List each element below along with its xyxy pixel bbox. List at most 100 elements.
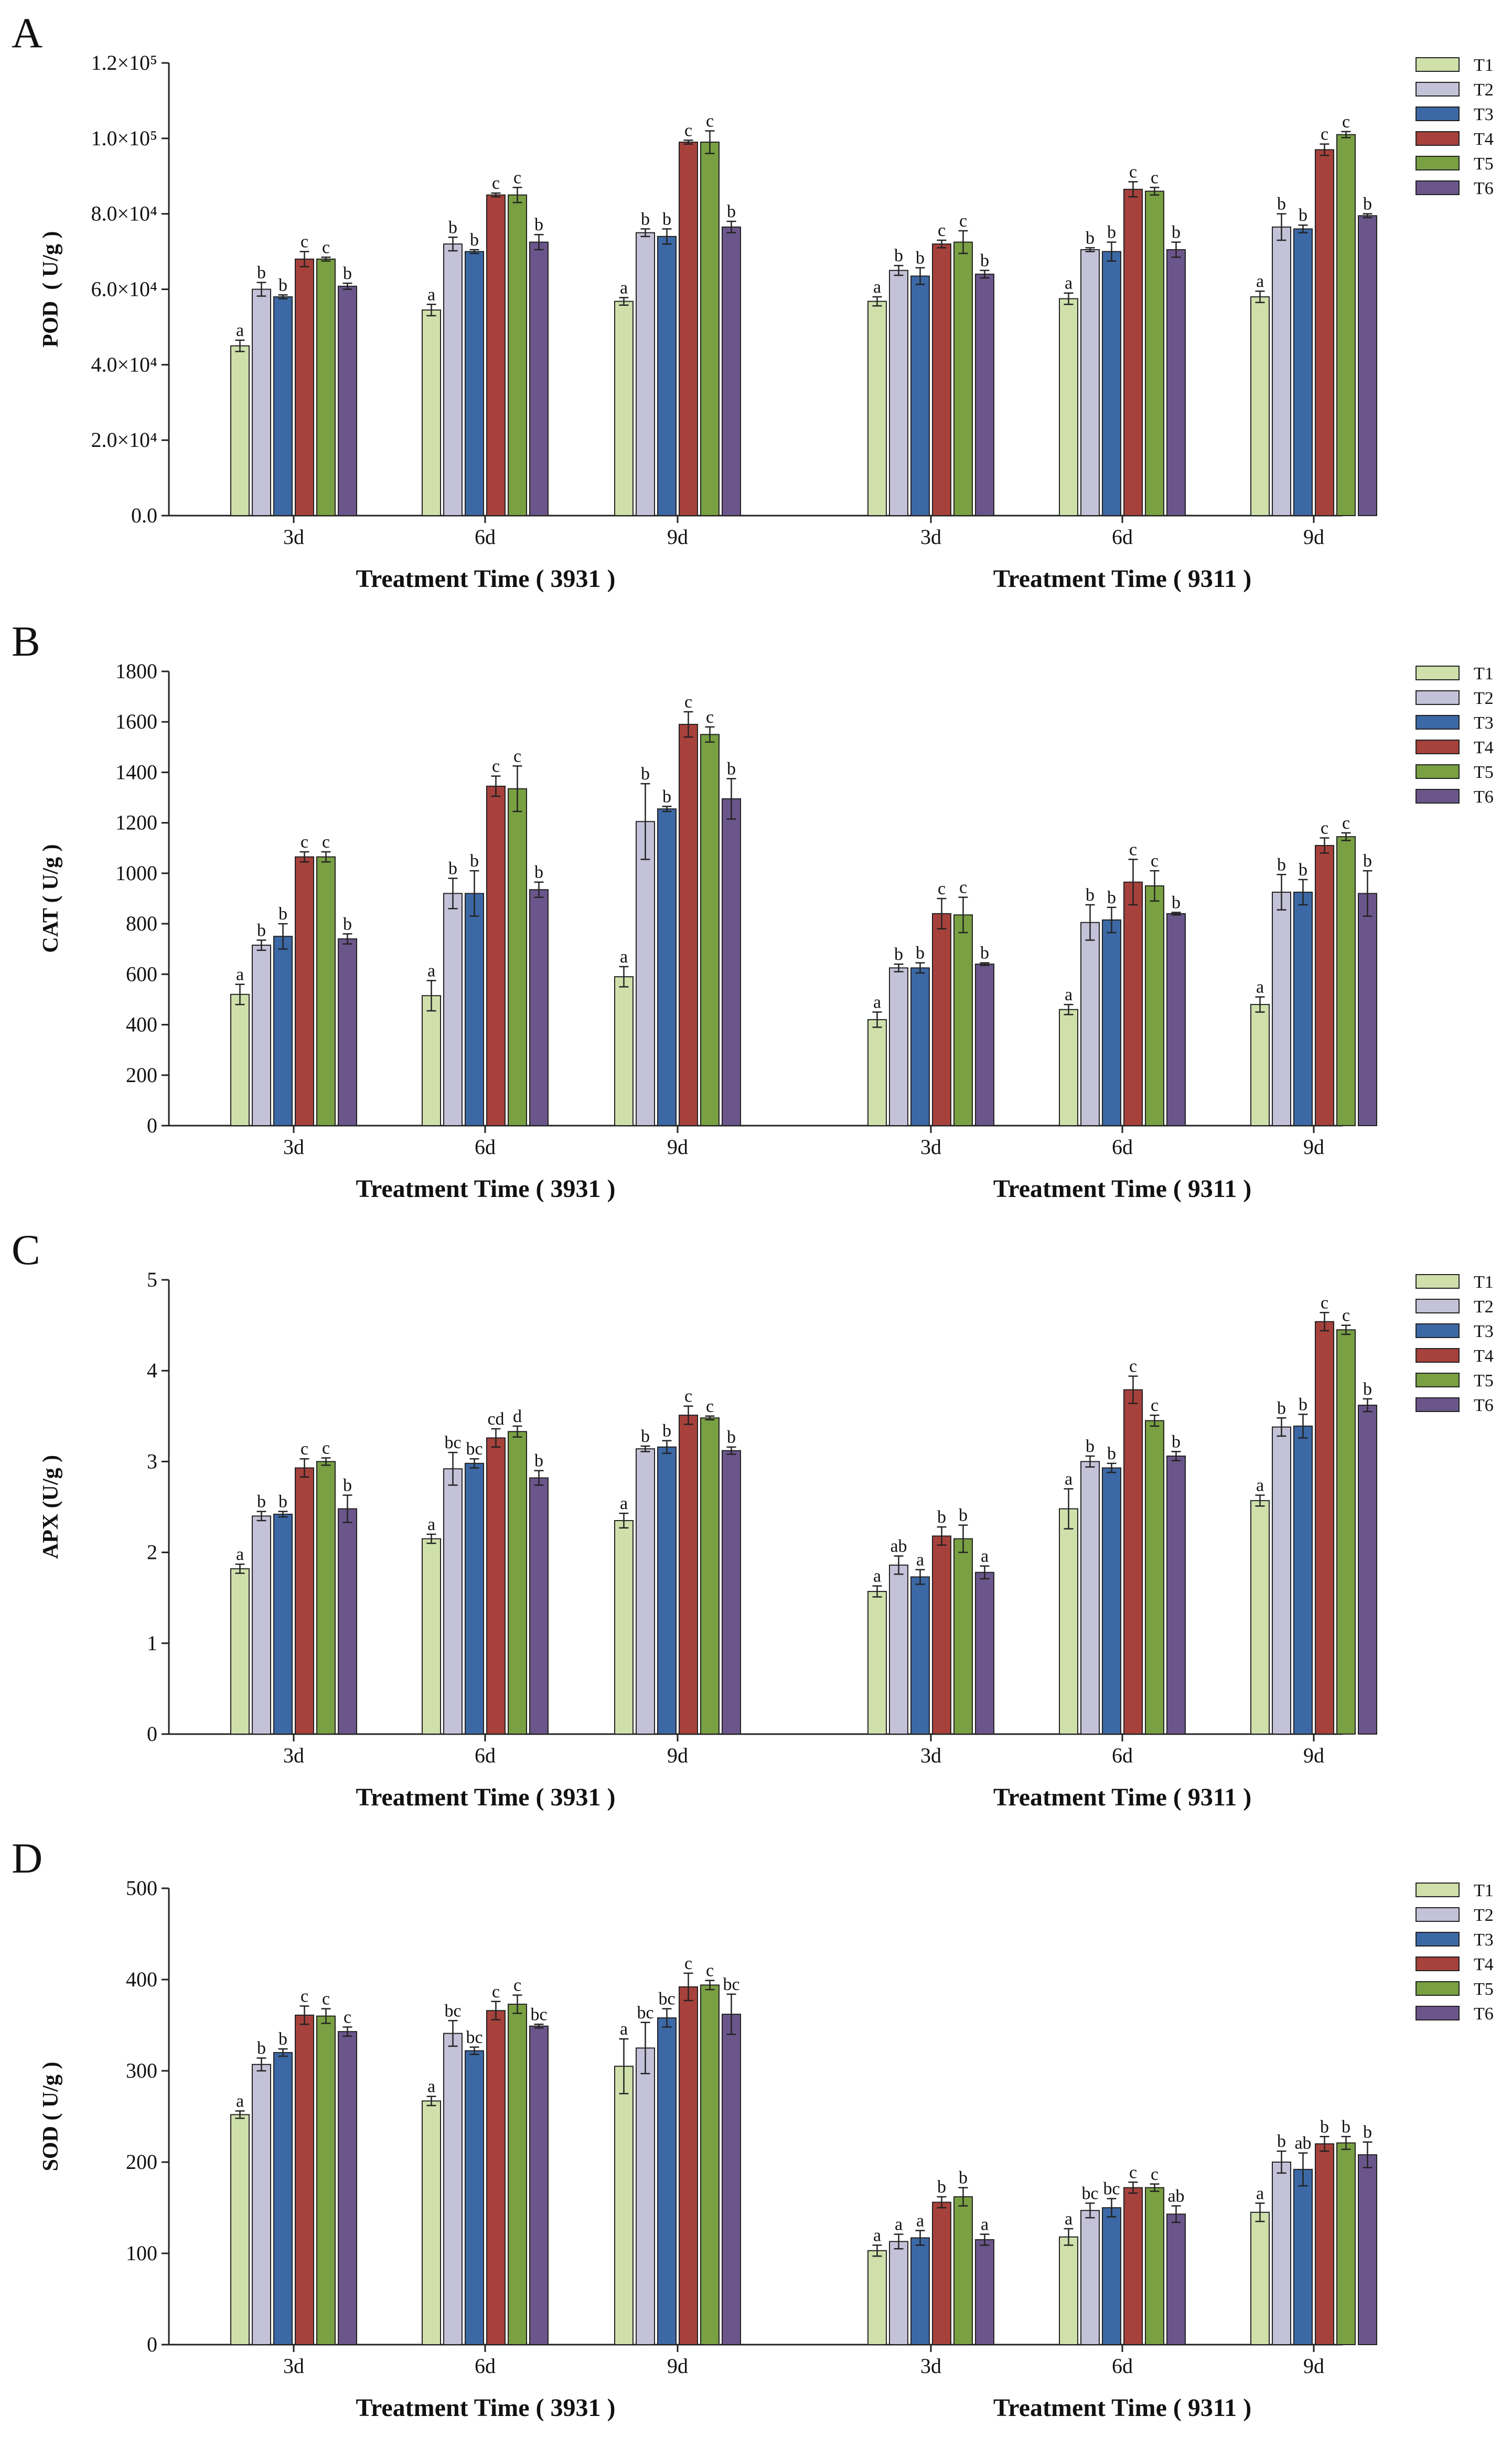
legend-label-t2: T2 xyxy=(1474,80,1494,100)
significance-label: b xyxy=(1172,893,1181,912)
x-tick-label: 6d xyxy=(475,2354,496,2378)
significance-label: c xyxy=(1151,851,1159,871)
x-tick-label: 3d xyxy=(920,1135,941,1159)
significance-label: a xyxy=(873,2226,881,2245)
significance-label: a xyxy=(620,1494,628,1513)
significance-label: b xyxy=(959,1506,968,1525)
significance-label: c xyxy=(938,221,946,240)
bar-t6 xyxy=(529,889,549,1127)
bar-t2 xyxy=(252,945,271,1127)
significance-label: c xyxy=(492,1982,500,2002)
significance-label: b xyxy=(1107,888,1116,907)
significance-label: a xyxy=(1065,274,1073,293)
legend-label-t3: T3 xyxy=(1474,1930,1494,1950)
bar-t5 xyxy=(508,1431,527,1735)
legend-label-t3: T3 xyxy=(1474,713,1494,733)
significance-label: b xyxy=(1299,860,1307,880)
bar-t5 xyxy=(953,914,973,1126)
bar-t5 xyxy=(316,856,336,1127)
bar-t6 xyxy=(1358,893,1377,1127)
legend-swatch-t1 xyxy=(1416,666,1460,680)
significance-label: c xyxy=(301,1986,308,2006)
bar-t4 xyxy=(295,1467,314,1735)
significance-label: a xyxy=(873,277,881,297)
bar-t3 xyxy=(273,936,293,1126)
bar-t2 xyxy=(889,1564,908,1735)
significance-label: b xyxy=(1299,206,1307,225)
significance-label: c xyxy=(322,238,330,257)
significance-label: b xyxy=(1363,195,1372,214)
legend-swatch-t1 xyxy=(1416,57,1460,72)
bar-t6 xyxy=(975,964,994,1126)
bar-t4 xyxy=(679,1986,698,2345)
bar-t5 xyxy=(508,2003,527,2345)
significance-label: b xyxy=(343,914,352,934)
bar-t2 xyxy=(636,2047,655,2345)
bar-t3 xyxy=(1102,1467,1121,1735)
bar-t1 xyxy=(422,2100,441,2345)
significance-label: c xyxy=(322,1438,330,1458)
x-tick-label: 9d xyxy=(667,1135,688,1159)
y-tick-label: 400 xyxy=(126,1967,157,1991)
bar-t1 xyxy=(1250,296,1270,517)
bar-t4 xyxy=(1123,1389,1143,1735)
significance-label: bc xyxy=(1081,2184,1098,2203)
bar-t3 xyxy=(465,251,484,516)
bar-t2 xyxy=(636,232,655,516)
bar-t2 xyxy=(889,967,908,1126)
significance-label: b xyxy=(278,904,287,924)
bar-t4 xyxy=(1315,2143,1334,2345)
y-tick-label: 0 xyxy=(147,1722,157,1746)
panel-letter-A: A xyxy=(12,9,42,57)
significance-label: c xyxy=(1342,1306,1350,1325)
bar-t3 xyxy=(1293,228,1313,516)
bar-t1 xyxy=(867,1019,887,1127)
significance-label: c xyxy=(706,1397,714,1416)
bar-t5 xyxy=(1336,2142,1356,2345)
significance-label: b xyxy=(727,1428,736,1447)
x-tick-label: 3d xyxy=(283,525,304,549)
bar-t3 xyxy=(657,1446,677,1735)
bar-t3 xyxy=(273,1513,293,1735)
bar-t1 xyxy=(867,2250,887,2345)
bar-t5 xyxy=(1145,190,1164,516)
bar-t1 xyxy=(614,2066,634,2346)
legend-label-t3: T3 xyxy=(1474,105,1494,124)
bar-t5 xyxy=(316,1461,336,1735)
bar-t6 xyxy=(529,2025,549,2345)
bar-t5 xyxy=(508,194,527,517)
bar-t6 xyxy=(529,241,549,516)
y-tick-label: 1.0×10⁵ xyxy=(91,126,157,150)
legend-label-t4: T4 xyxy=(1474,1346,1494,1366)
bar-t6 xyxy=(1358,1405,1377,1735)
significance-label: b xyxy=(1086,885,1095,905)
legend-swatch-t4 xyxy=(1416,740,1460,754)
significance-label: bc xyxy=(637,2003,653,2023)
significance-label: b xyxy=(1363,1380,1372,1399)
y-tick-label: 0.0 xyxy=(131,504,157,527)
legend-swatch-t2 xyxy=(1416,1907,1460,1922)
significance-label: a xyxy=(620,947,628,967)
significance-label: c xyxy=(513,168,521,187)
bar-t1 xyxy=(1250,1500,1270,1735)
significance-label: b xyxy=(959,2168,968,2188)
y-tick-label: 1000 xyxy=(115,861,157,885)
bar-t1 xyxy=(422,995,441,1126)
significance-label: b xyxy=(1172,223,1181,242)
legend-label-t1: T1 xyxy=(1474,56,1494,75)
y-tick-label: 2 xyxy=(147,1541,157,1564)
legend-label-t5: T5 xyxy=(1474,154,1494,174)
significance-label: c xyxy=(492,174,500,193)
significance-label: a xyxy=(236,321,244,340)
bar-t5 xyxy=(1145,1420,1164,1735)
legend-swatch-t1 xyxy=(1416,1883,1460,1897)
legend-swatch-t4 xyxy=(1416,131,1460,146)
significance-label: c xyxy=(1129,163,1137,182)
bar-t6 xyxy=(1166,249,1186,516)
significance-label: b xyxy=(916,249,925,268)
bar-t1 xyxy=(614,301,634,516)
significance-label: b xyxy=(257,921,266,940)
bar-t1 xyxy=(867,1591,887,1735)
x-tick-label: 6d xyxy=(1112,1135,1133,1159)
